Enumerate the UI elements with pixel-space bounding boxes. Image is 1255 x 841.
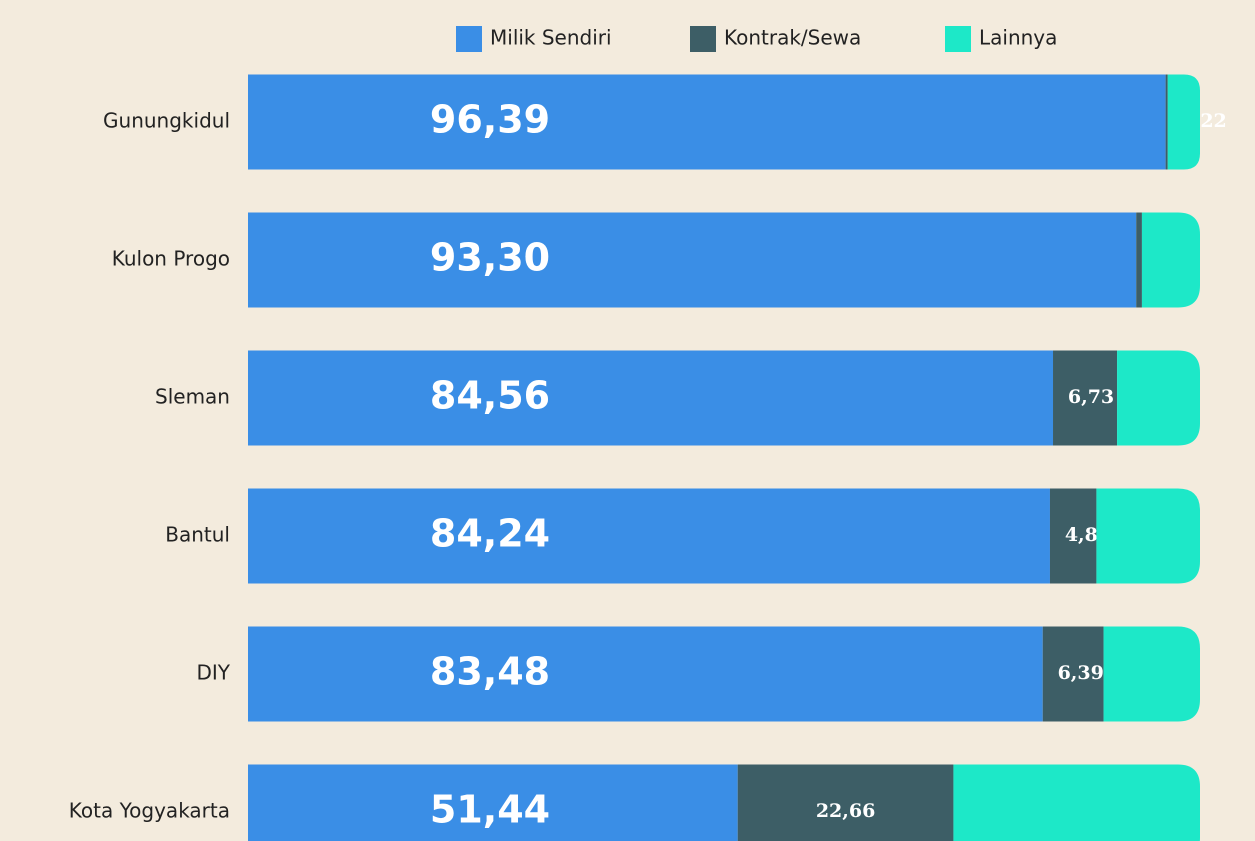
bar-segment	[1042, 626, 1104, 722]
value-label: 84,24	[430, 512, 550, 556]
value-label: 6,39	[1058, 662, 1104, 684]
value-label: 84,56	[430, 374, 550, 418]
category-label: DIY	[196, 661, 230, 685]
bar-segment	[1096, 488, 1200, 584]
bar-segment	[1141, 212, 1200, 308]
category-label: Kulon Progo	[112, 247, 230, 271]
value-label: 96,39	[430, 98, 550, 142]
category-label: Sleman	[155, 385, 230, 409]
value-label: 93,30	[430, 236, 550, 280]
bar-segment	[248, 74, 1166, 170]
bar-segment	[1165, 74, 1168, 170]
bar-segment	[248, 350, 1054, 446]
bar-segment	[1053, 350, 1118, 446]
legend-label: Milik Sendiri	[490, 26, 612, 50]
bar-segment	[953, 764, 1200, 841]
value-label: 51,44	[430, 788, 550, 832]
legend-swatch	[945, 26, 971, 52]
bar-segment	[1117, 350, 1200, 446]
legend-label: Lainnya	[979, 26, 1057, 50]
category-label: Bantul	[165, 523, 230, 547]
bar-segment	[737, 764, 954, 841]
bar-segment	[1167, 74, 1200, 170]
category-label: Gunungkidul	[103, 109, 230, 133]
bar-segment	[1136, 212, 1142, 308]
bar-segment	[1103, 626, 1200, 722]
bar-segment	[248, 212, 1137, 308]
bar-segment	[248, 626, 1043, 722]
legend-swatch	[690, 26, 716, 52]
legend-swatch	[456, 26, 482, 52]
value-label: 22,66	[816, 800, 876, 822]
category-label: Kota Yogyakarta	[69, 799, 230, 823]
value-label: 83,48	[430, 650, 550, 694]
bar-segment	[248, 488, 1050, 584]
bar-segment	[248, 764, 738, 841]
value-label: 6,73	[1068, 386, 1114, 408]
legend-label: Kontrak/Sewa	[724, 26, 861, 50]
bar-segment	[1049, 488, 1097, 584]
